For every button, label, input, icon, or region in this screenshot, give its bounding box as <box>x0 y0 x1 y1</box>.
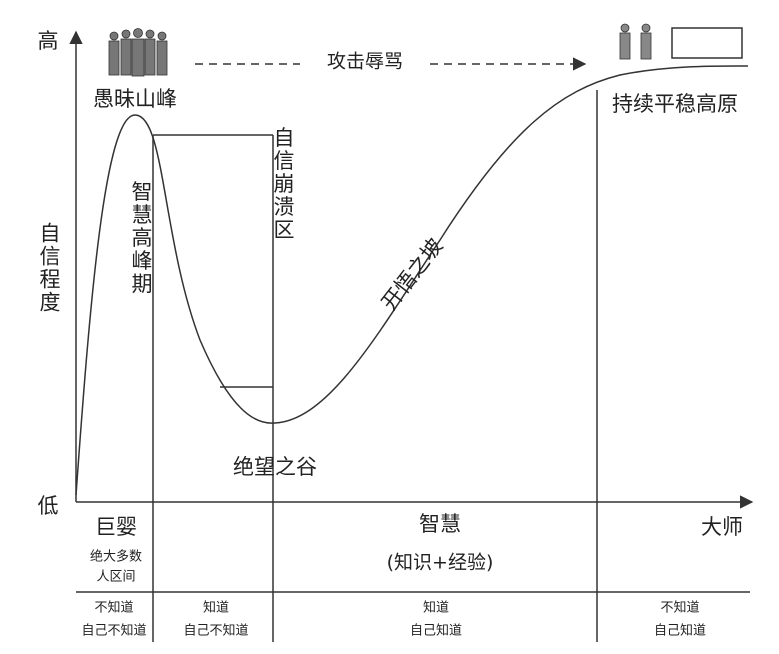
pair-icon <box>619 23 652 60</box>
blank-box <box>671 27 743 59</box>
peak-period-label: 智慧高峰期 <box>129 181 153 296</box>
crowd-icon <box>108 28 168 77</box>
quadrant-text: 自己不知道 <box>81 623 146 639</box>
collapse-label: 自信崩溃区 <box>271 127 295 242</box>
quadrant-text: 不知道 <box>660 600 699 616</box>
stage-note: 人区间 <box>96 570 135 585</box>
stage-title: 巨婴 <box>95 515 137 539</box>
quadrant-text: 不知道 <box>94 600 133 616</box>
quadrant-text: 知道 <box>203 600 229 616</box>
x-end: 大师 <box>701 515 743 539</box>
valley-label: 绝望之谷 <box>233 455 317 479</box>
y-label: 自信程度 <box>37 222 61 314</box>
plateau-label: 持续平稳高原 <box>612 92 738 116</box>
stage-note: 绝大多数 <box>90 549 142 565</box>
y-bottom: 低 <box>38 494 59 518</box>
slope-label: 开悟之坡 <box>377 234 448 315</box>
quadrant-text: 自己不知道 <box>183 623 248 639</box>
attack-label: 攻击辱骂 <box>327 51 403 73</box>
stage-title: 智慧 <box>419 512 461 536</box>
peak-label: 愚昧山峰 <box>93 87 177 111</box>
stage-note: (知识+经验) <box>387 552 494 574</box>
quadrant-text: 自己知道 <box>654 623 706 639</box>
quadrant-text: 自己知道 <box>410 623 462 639</box>
confidence-curve <box>75 65 749 496</box>
quadrant-text: 知道 <box>423 600 449 616</box>
y-top: 高 <box>38 29 59 53</box>
